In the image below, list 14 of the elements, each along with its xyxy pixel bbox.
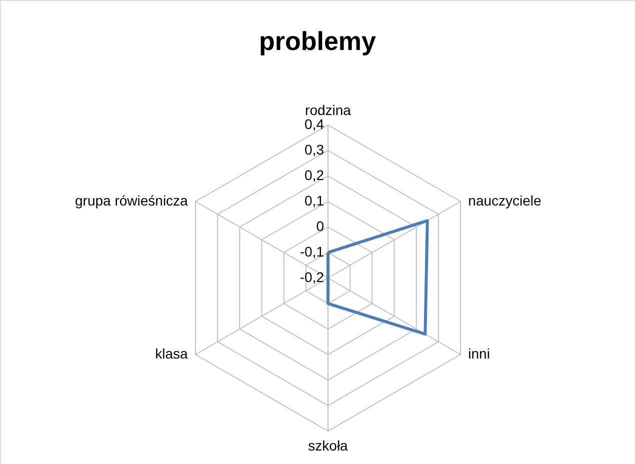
spoke-label: szkoła — [308, 437, 348, 454]
y-tick-label: -0,1 — [300, 244, 324, 260]
y-tick-label: -0,2 — [300, 269, 324, 285]
y-tick-label: 0,4 — [304, 116, 324, 132]
y-tick-label: 0,2 — [304, 167, 324, 183]
y-tick-label: 0,1 — [304, 192, 324, 208]
spoke-label: grupa rówieśnicza — [75, 192, 188, 208]
y-tick-label: 0,3 — [304, 142, 324, 158]
y-tick-label: 0 — [316, 218, 324, 234]
spoke-label: inni — [468, 346, 490, 362]
spoke-label: nauczyciele — [468, 192, 542, 208]
chart-title: problemy — [258, 26, 377, 56]
spoke-label: rodzina — [305, 102, 352, 118]
spoke-label: klasa — [155, 346, 188, 362]
